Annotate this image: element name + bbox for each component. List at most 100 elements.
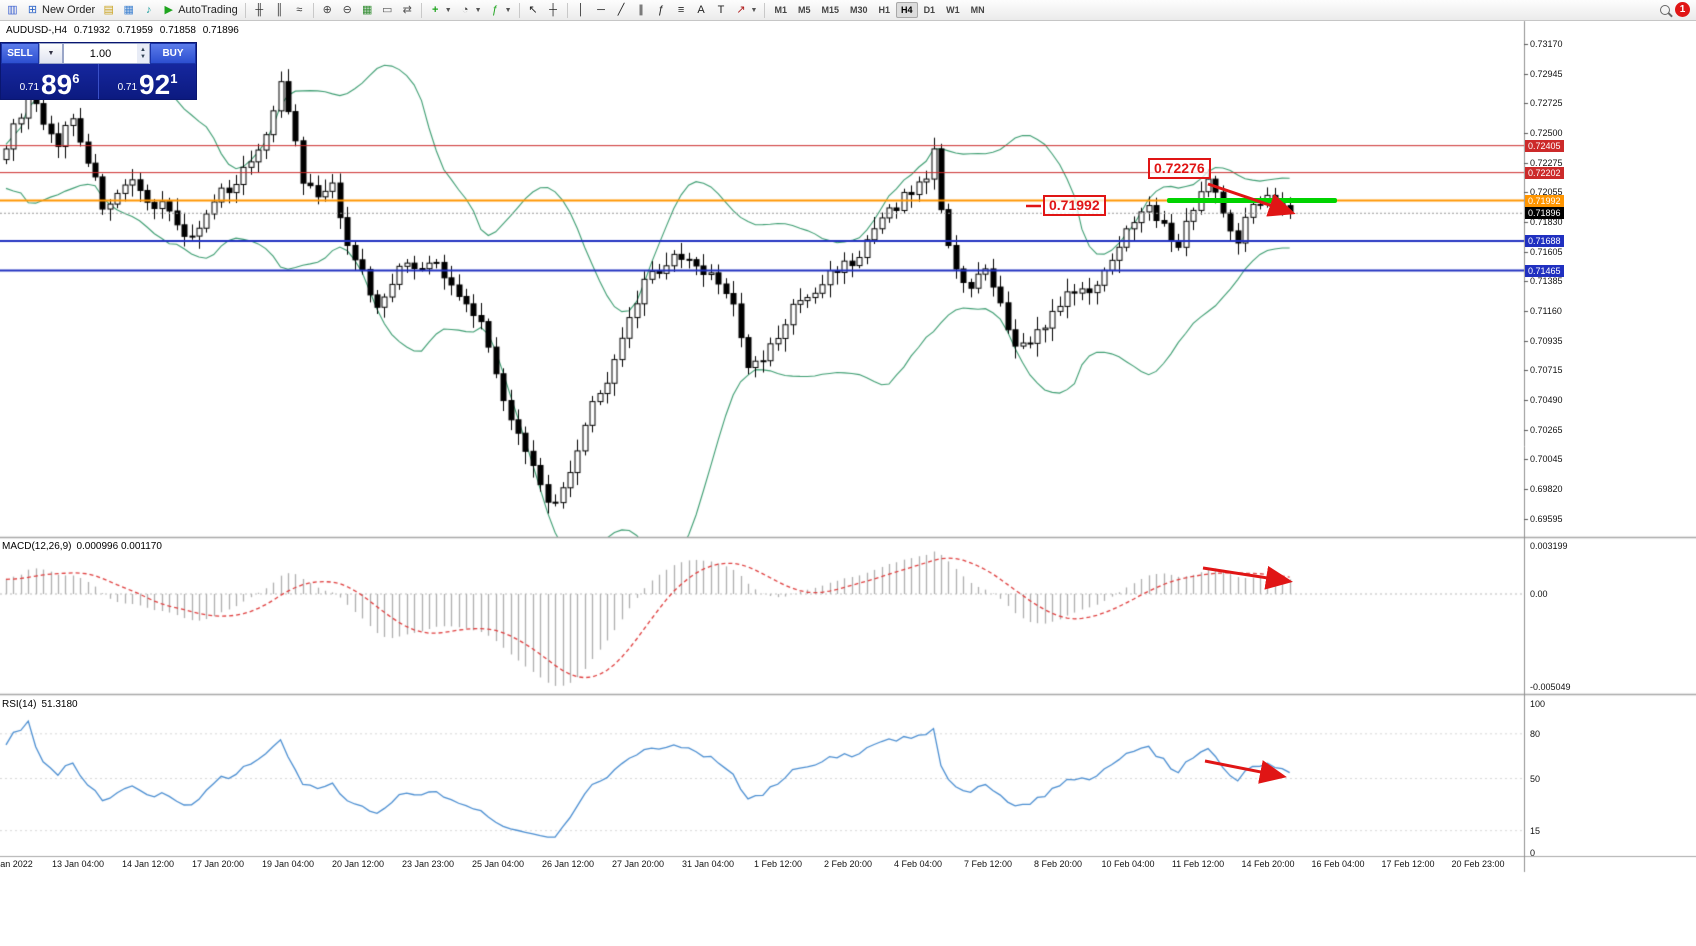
timeframe-mn-button[interactable]: MN xyxy=(970,5,985,15)
time-axis-label: 11 Feb 12:00 xyxy=(1171,859,1225,869)
chevron-down-icon: ▼ xyxy=(504,6,512,14)
trendline-button[interactable]: ╱ xyxy=(612,1,631,19)
time-axis-label: 16 Feb 04:00 xyxy=(1311,859,1365,869)
time-axis-label: 14 Jan 12:00 xyxy=(121,859,175,869)
time-axis-label: 26 Jan 12:00 xyxy=(541,859,595,869)
autotrading-button[interactable]: ▶ AutoTrading xyxy=(159,1,241,19)
timeframe-h4-button[interactable]: H4 xyxy=(896,2,918,18)
timeframe-m15-button[interactable]: M15 xyxy=(821,5,840,15)
toolbar-separator xyxy=(566,2,568,18)
volume-stepper[interactable]: ▲ ▼ xyxy=(137,44,149,63)
toolbar-separator xyxy=(244,2,246,18)
cascade-icon: ▭ xyxy=(382,3,393,16)
time-axis-label: 7 Feb 12:00 xyxy=(963,859,1013,869)
open-value: 0.71932 xyxy=(73,25,111,36)
ask-price-pip: 1 xyxy=(170,71,178,86)
play-icon: ▶ xyxy=(164,3,173,16)
trend-arrow-annotation[interactable] xyxy=(1204,759,1287,784)
time-axis-label: 23 Jan 23:00 xyxy=(401,859,455,869)
charts-icon: ▦ xyxy=(123,3,134,16)
ticket-button[interactable]: ▤ xyxy=(99,1,118,19)
time-axis-label: 10 Feb 04:00 xyxy=(1101,859,1155,869)
search-icon[interactable] xyxy=(1660,5,1670,15)
price-axis-label: 0.70265 xyxy=(1530,424,1563,435)
tile-windows-button[interactable]: ▦ xyxy=(358,1,377,19)
support-line-annotation[interactable] xyxy=(1167,198,1337,204)
arrange-windows-button[interactable]: ▭ xyxy=(378,1,397,19)
time-axis-label: 19 Jan 04:00 xyxy=(261,859,315,869)
bid-price[interactable]: 0.71 89 6 xyxy=(1,64,99,99)
text-button[interactable]: A xyxy=(692,1,711,19)
close-value: 0.71896 xyxy=(202,25,239,36)
arrows-tool-button[interactable]: ↗ ▼ xyxy=(732,1,761,19)
stepper-up-icon[interactable]: ▲ xyxy=(140,46,146,53)
channel-icon: ∥ xyxy=(638,3,644,16)
equidistant-channel-button[interactable]: ∥ xyxy=(632,1,651,19)
new-order-button[interactable]: ⊞ New Order xyxy=(23,1,98,19)
timeframe-h1-button[interactable]: H1 xyxy=(878,5,891,15)
crosshair-button[interactable]: ┼ xyxy=(544,1,563,19)
time-axis-label: 20 Feb 23:00 xyxy=(1451,859,1505,869)
fibonacci-button[interactable]: ƒ xyxy=(652,1,671,19)
bar-chart-button[interactable]: ╫ xyxy=(250,1,269,19)
chart-ohlc-header: AUDUSD-,H4 0.71932 0.71959 0.71858 0.718… xyxy=(6,25,243,36)
stepper-down-icon[interactable]: ▼ xyxy=(140,53,146,60)
grid-icon: ≡ xyxy=(677,3,685,16)
hline-icon: ─ xyxy=(597,3,605,16)
macd-indicator-label: MACD(12,26,9) 0.000996 0.001170 xyxy=(2,541,162,552)
chart-profiles-button[interactable]: ▦ xyxy=(119,1,138,19)
price-axis-label: 0.72055 xyxy=(1530,187,1563,198)
bar-chart-icon: ╫ xyxy=(255,3,264,16)
timeframe-d1-button[interactable]: D1 xyxy=(923,5,936,15)
arrows-icon: ↗ xyxy=(736,3,746,16)
price-axis-label: 0.70715 xyxy=(1530,365,1563,376)
notification-badge[interactable]: 1 xyxy=(1675,2,1690,17)
price-annotation-label[interactable]: 0.71992 xyxy=(1043,195,1106,216)
price-marker-badge: 0.71896 xyxy=(1525,207,1564,220)
vertical-line-button[interactable]: │ xyxy=(572,1,591,19)
terminal-button[interactable]: ▥ xyxy=(3,1,22,19)
crosshair-icon: ┼ xyxy=(549,3,557,16)
indicators-button[interactable]: ƒ ▼ xyxy=(486,1,515,19)
fibo-icon: ƒ xyxy=(657,3,665,16)
track-chart-button[interactable]: ⇄ xyxy=(398,1,417,19)
line-chart-button[interactable]: ≈ xyxy=(290,1,309,19)
horizontal-line-button[interactable]: ─ xyxy=(592,1,611,19)
chevron-down-icon: ▼ xyxy=(750,6,758,14)
sound-button[interactable]: ♪ xyxy=(139,1,158,19)
price-axis-label: 0.70490 xyxy=(1530,395,1563,406)
chevron-down-icon: ▼ xyxy=(47,50,55,57)
timeframe-w1-button[interactable]: W1 xyxy=(946,5,960,15)
timeframe-m30-button[interactable]: M30 xyxy=(850,5,868,15)
sell-button[interactable]: SELL xyxy=(1,43,39,64)
ask-price[interactable]: 0.71 92 1 xyxy=(99,64,196,99)
trend-arrow-annotation[interactable] xyxy=(1202,565,1293,590)
toolbar-separator xyxy=(420,2,422,18)
new-chart-button[interactable]: + ▼ xyxy=(426,1,455,19)
price-marker-badge: 0.71992 xyxy=(1525,194,1564,207)
candlestick-button[interactable]: ║ xyxy=(270,1,289,19)
zoom-out-button[interactable]: ⊖ xyxy=(338,1,357,19)
high-value: 0.71959 xyxy=(116,25,153,36)
price-axis-label: 0.71160 xyxy=(1530,306,1562,317)
symbol-period-label: AUDUSD-,H4 xyxy=(6,25,68,36)
text-label-button[interactable]: T xyxy=(712,1,731,19)
zoom-in-icon: ⊕ xyxy=(322,3,332,16)
grid-button[interactable]: ≡ xyxy=(672,1,691,19)
zoom-in-button[interactable]: ⊕ xyxy=(318,1,337,19)
cursor-button[interactable]: ↖ xyxy=(524,1,543,19)
price-axis-label: 0.71830 xyxy=(1530,217,1563,228)
toolbar-separator xyxy=(312,2,314,18)
time-axis-label: 8 Feb 20:00 xyxy=(1033,859,1083,869)
order-type-dropdown[interactable]: ▼ xyxy=(39,43,63,64)
timeframe-m5-button[interactable]: M5 xyxy=(797,5,811,15)
profiles-button[interactable]: ◔ ▼ xyxy=(456,1,485,19)
timeframe-m1-button[interactable]: M1 xyxy=(774,5,787,15)
price-annotation-label[interactable]: 0.72276 xyxy=(1148,158,1211,179)
indicators-icon: ƒ xyxy=(492,3,499,16)
volume-input[interactable] xyxy=(64,44,137,63)
tile-windows-icon: ▦ xyxy=(362,3,373,16)
price-axis-label: 0.72500 xyxy=(1530,128,1563,139)
buy-button[interactable]: BUY xyxy=(150,43,196,64)
